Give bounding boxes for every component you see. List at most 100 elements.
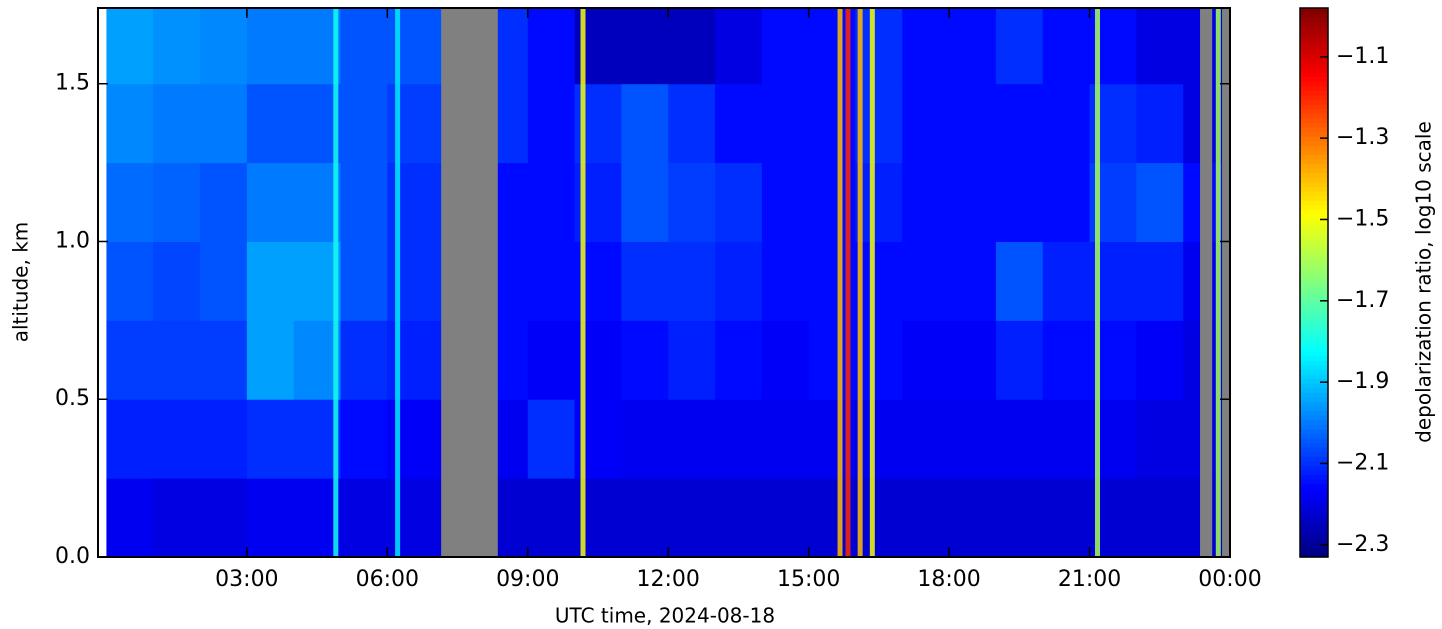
heatmap-cell xyxy=(668,320,716,400)
colorbar-segment xyxy=(1300,547,1328,554)
colorbar-segment xyxy=(1300,200,1328,206)
heatmap-cell xyxy=(761,320,810,400)
colorbar-segment xyxy=(1300,332,1328,338)
colorbar-segment xyxy=(1300,328,1328,334)
colorbar-segment xyxy=(1300,35,1328,41)
x-axis-label: UTC time, 2024-08-18 xyxy=(555,604,775,628)
heatmap-cell xyxy=(855,399,903,479)
colorbar-segment xyxy=(1300,158,1328,165)
heatmap-cell xyxy=(902,241,950,321)
colorbar-segment xyxy=(1300,277,1328,284)
colorbar-segment xyxy=(1300,227,1328,233)
colorbar-segment xyxy=(1300,447,1328,453)
colorbar-segment xyxy=(1300,53,1328,59)
heatmap-cell xyxy=(340,241,388,321)
heatmap-cell xyxy=(1136,83,1184,164)
colorbar-segment xyxy=(1300,406,1328,412)
heatmap-cell xyxy=(995,320,1044,400)
heatmap-cell xyxy=(902,83,950,164)
heatmap-cell xyxy=(153,241,201,321)
heatmap-cell xyxy=(527,320,576,400)
heatmap-cell xyxy=(621,478,669,558)
colorbar-segment xyxy=(1300,117,1328,123)
colorbar-segment xyxy=(1300,186,1328,192)
profile-stripe xyxy=(857,8,863,557)
heatmap-cell xyxy=(1042,8,1091,85)
colorbar-segment xyxy=(1300,40,1328,46)
heatmap-cell xyxy=(246,478,295,558)
heatmap-cell xyxy=(668,83,716,164)
heatmap-cell xyxy=(293,8,342,85)
colorbar-segment xyxy=(1300,552,1328,558)
profile-stripe xyxy=(1215,8,1221,557)
heatmap-cell xyxy=(200,478,248,558)
colorbar-tick-label: −2.3 xyxy=(1336,532,1389,557)
colorbar-segment xyxy=(1300,360,1328,366)
heatmap-cell xyxy=(246,162,295,242)
heatmap-cell xyxy=(340,399,388,479)
colorbar-segment xyxy=(1300,58,1328,64)
colorbar-segment xyxy=(1300,355,1328,361)
colorbar-segment xyxy=(1300,497,1328,503)
heatmap-cell xyxy=(293,399,342,479)
profile-stripe xyxy=(580,8,586,557)
colorbar-segment xyxy=(1300,369,1328,375)
heatmap-cell xyxy=(527,241,576,321)
heatmap-cell xyxy=(855,162,903,242)
x-tick-label: 12:00 xyxy=(637,567,700,592)
colorbar-segment xyxy=(1300,49,1328,55)
colorbar-segment xyxy=(1300,401,1328,407)
heatmap-cell xyxy=(761,399,810,479)
colorbar-segment xyxy=(1300,538,1328,544)
colorbar-segment xyxy=(1300,492,1328,499)
colorbar-segment xyxy=(1300,181,1328,188)
colorbar-segment xyxy=(1300,483,1328,489)
colorbar-segment xyxy=(1300,451,1328,457)
heatmap-cell xyxy=(761,478,810,558)
heatmap-cell xyxy=(106,399,154,479)
heatmap-cell xyxy=(246,320,295,400)
colorbar-segment xyxy=(1300,72,1328,78)
heatmap-cell xyxy=(1136,162,1184,242)
heatmap-cell xyxy=(340,162,388,242)
colorbar-segment xyxy=(1300,433,1328,439)
heatmap-cell xyxy=(995,399,1044,479)
x-tick-label: 06:00 xyxy=(356,567,419,592)
heatmap-cell xyxy=(1042,478,1091,558)
heatmap-cell xyxy=(200,162,248,242)
heatmap-cell xyxy=(200,320,248,400)
heatmap-cell xyxy=(621,162,669,242)
colorbar-segment xyxy=(1300,85,1328,91)
heatmap-cell xyxy=(761,8,810,85)
profile-stripe xyxy=(395,8,401,557)
colorbar-segment xyxy=(1300,149,1328,155)
colorbar-segment xyxy=(1300,67,1328,73)
heatmap-cell xyxy=(246,241,295,321)
x-tick-label: 09:00 xyxy=(496,567,559,592)
heatmap-cell xyxy=(668,162,716,242)
colorbar-segment xyxy=(1300,250,1328,256)
colorbar-segment xyxy=(1300,438,1328,444)
colorbar-segment xyxy=(1300,209,1328,215)
profile-stripe xyxy=(1095,8,1101,557)
heatmap-cell xyxy=(621,241,669,321)
colorbar-segment xyxy=(1300,341,1328,348)
heatmap-cell xyxy=(949,241,997,321)
colorbar-segment xyxy=(1300,163,1328,169)
heatmap-cell xyxy=(153,8,201,85)
x-tick-label: 18:00 xyxy=(917,567,980,592)
colorbar-segment xyxy=(1300,104,1328,110)
colorbar-segment xyxy=(1300,168,1328,174)
colorbar-segment xyxy=(1300,30,1328,37)
colorbar-segment xyxy=(1300,204,1328,210)
profile-stripe xyxy=(837,8,843,557)
colorbar-segment xyxy=(1300,474,1328,480)
colorbar-segment xyxy=(1300,534,1328,540)
colorbar-tick-label: −1.5 xyxy=(1336,206,1389,231)
colorbar-segment xyxy=(1300,456,1328,462)
colorbar-segment xyxy=(1300,323,1328,329)
heatmap-cell xyxy=(621,320,669,400)
colorbar-segment xyxy=(1300,319,1328,325)
colorbar-segment xyxy=(1300,108,1328,114)
colorbar-segment xyxy=(1300,191,1328,197)
